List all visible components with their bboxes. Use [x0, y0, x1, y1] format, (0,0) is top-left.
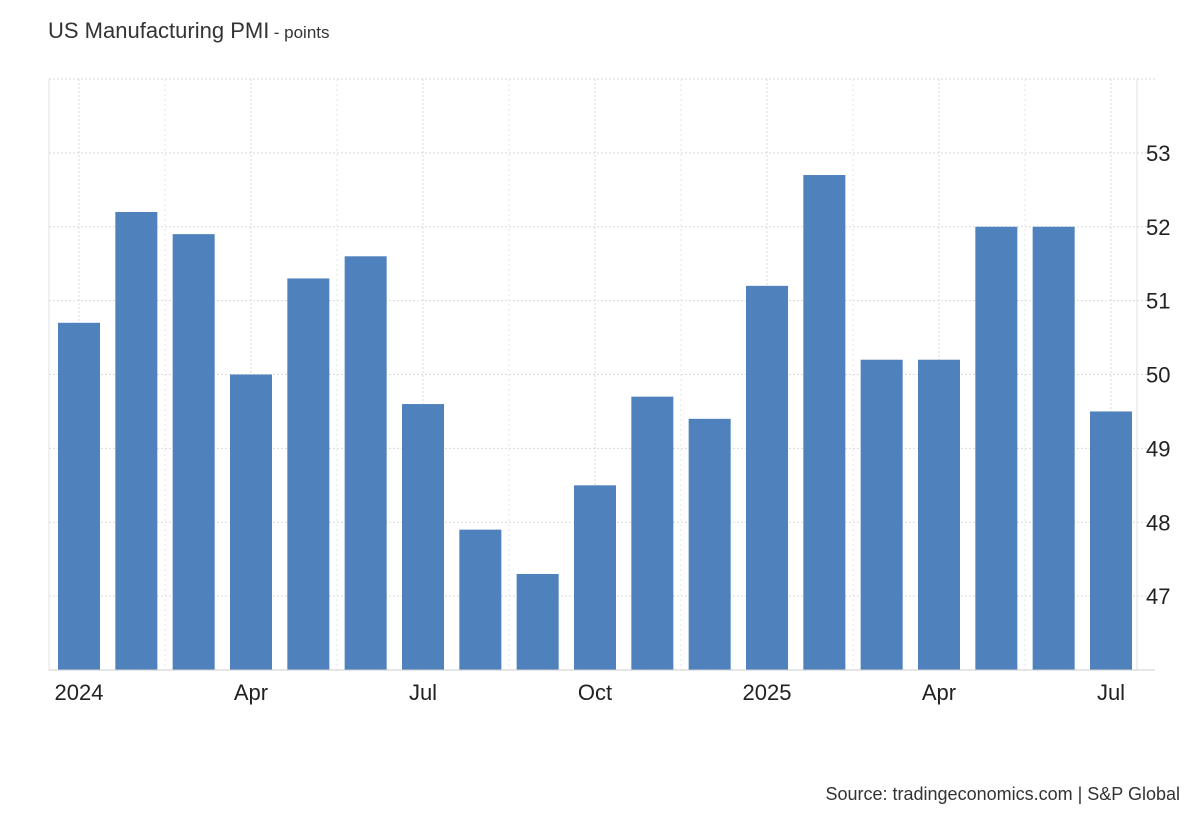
bar[interactable]	[402, 404, 444, 670]
x-tick-label: 2024	[55, 680, 104, 705]
x-tick-label: Apr	[922, 680, 956, 705]
x-tick-label: Jul	[409, 680, 437, 705]
y-tick-label: 51	[1146, 289, 1170, 314]
bar[interactable]	[230, 374, 272, 671]
x-axis-tick-labels: 2024 Apr Jul Oct 2025 Apr Jul	[55, 680, 1126, 705]
source-attribution: Source: tradingeconomics.com | S&P Globa…	[825, 784, 1180, 804]
bar[interactable]	[803, 175, 846, 670]
bar[interactable]	[115, 211, 158, 670]
y-tick-label: 52	[1146, 215, 1170, 240]
bar[interactable]	[459, 529, 502, 670]
bar[interactable]	[975, 226, 1018, 670]
bar[interactable]	[631, 396, 674, 670]
chart-title-text: US Manufacturing PMI	[48, 18, 270, 43]
chart-title: US Manufacturing PMI - points	[48, 18, 330, 44]
bar[interactable]	[172, 234, 215, 670]
y-tick-label: 47	[1146, 584, 1170, 609]
chart-unit-text: - points	[273, 23, 330, 42]
x-tick-label: Oct	[578, 680, 612, 705]
bar[interactable]	[746, 285, 788, 670]
bar[interactable]	[1032, 226, 1075, 670]
bar[interactable]	[918, 359, 960, 670]
bar[interactable]	[516, 573, 559, 670]
y-tick-label: 50	[1146, 363, 1170, 388]
x-tick-label: Apr	[234, 680, 268, 705]
y-tick-label: 48	[1146, 510, 1170, 535]
bar[interactable]	[688, 418, 731, 670]
bar[interactable]	[1090, 411, 1132, 670]
bar[interactable]	[574, 485, 616, 670]
bar[interactable]	[58, 322, 100, 670]
x-tick-label: 2025	[743, 680, 792, 705]
y-tick-label: 53	[1146, 141, 1170, 166]
bars	[58, 175, 1132, 670]
bar[interactable]	[344, 256, 387, 670]
bar[interactable]	[860, 359, 903, 670]
x-tick-label: Jul	[1097, 680, 1125, 705]
y-tick-label: 49	[1146, 436, 1170, 461]
axes	[48, 79, 1155, 671]
y-axis-tick-labels: 47 48 49 50 51 52 53	[1146, 141, 1170, 609]
bar[interactable]	[287, 278, 330, 670]
